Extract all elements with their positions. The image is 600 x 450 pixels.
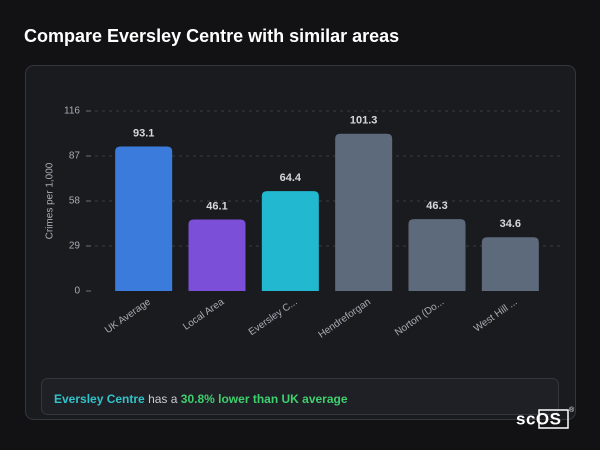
value-label: 93.1 xyxy=(133,127,154,139)
logo: scOS xyxy=(516,409,561,428)
bar xyxy=(481,237,539,291)
y-tick-label: 87 xyxy=(69,151,81,162)
value-label: 34.6 xyxy=(500,218,521,230)
summary-area: Eversley Centre xyxy=(54,392,145,406)
bar xyxy=(188,219,246,291)
page-title: Compare Eversley Centre with similar are… xyxy=(24,26,399,46)
y-axis-label: Crimes per 1,000 xyxy=(45,162,56,239)
bar xyxy=(408,219,466,291)
y-tick-label: 29 xyxy=(69,241,81,252)
y-tick-label: 116 xyxy=(64,106,80,117)
logo-box xyxy=(538,409,569,429)
summary-comparison: 30.8% lower than UK average xyxy=(181,392,348,406)
value-label: 64.4 xyxy=(280,172,302,184)
summary: Eversley Centre has a 30.8% lower than U… xyxy=(54,392,348,406)
bar xyxy=(115,146,173,291)
value-label: 46.3 xyxy=(426,200,447,212)
y-tick-label: 58 xyxy=(69,196,81,207)
summary-box xyxy=(41,378,559,415)
bar xyxy=(335,133,393,291)
value-label: 101.3 xyxy=(350,115,378,127)
logo-mark: ® xyxy=(569,406,575,414)
y-tick-label: 0 xyxy=(74,286,80,297)
summary-connector: has a xyxy=(148,392,178,406)
bar xyxy=(261,191,319,291)
value-label: 46.1 xyxy=(206,200,227,212)
